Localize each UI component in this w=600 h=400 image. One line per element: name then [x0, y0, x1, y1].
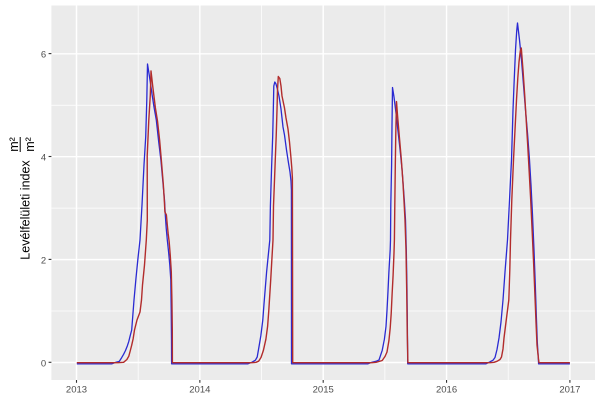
svg-text:4: 4 — [41, 153, 46, 164]
svg-text:0: 0 — [41, 358, 46, 369]
svg-text:2: 2 — [41, 256, 46, 267]
svg-text:6: 6 — [41, 50, 46, 61]
svg-text:Levélfelületi index: Levélfelületi index — [19, 160, 33, 260]
svg-text:2017: 2017 — [559, 385, 580, 396]
svg-text:2015: 2015 — [313, 385, 334, 396]
svg-text:2014: 2014 — [189, 385, 210, 396]
svg-text:2013: 2013 — [66, 385, 87, 396]
svg-text:2016: 2016 — [436, 385, 457, 396]
svg-text:m²: m² — [7, 137, 21, 152]
svg-text:m²: m² — [23, 137, 37, 152]
